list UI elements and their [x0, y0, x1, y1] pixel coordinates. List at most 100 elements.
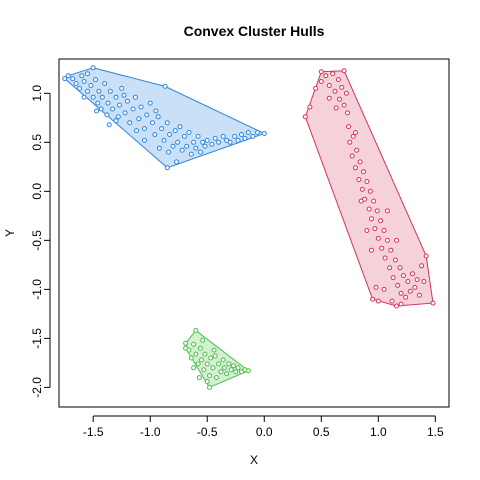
cluster-2-point-44 [384, 237, 390, 243]
cluster-1-point-21 [102, 81, 108, 86]
cluster-2-point-17 [339, 84, 345, 90]
cluster-2-point-34 [367, 188, 373, 194]
cluster-1-point-34 [132, 94, 138, 100]
cluster-1-point-31 [124, 98, 130, 104]
cluster-1-point-2 [90, 65, 96, 71]
cluster-1-point-44 [161, 137, 167, 143]
cluster-hull-1 [63, 67, 266, 169]
cluster-3-point-26 [226, 361, 232, 367]
cluster-1-point-78 [121, 92, 127, 98]
cluster-2-point-18 [341, 102, 347, 108]
cluster-1-point-76 [106, 122, 112, 128]
cluster-3-point-36 [211, 347, 217, 353]
cluster-1-point-10 [79, 73, 85, 79]
cluster-2-point-43 [382, 255, 388, 261]
x-tick-label: 1.0 [370, 425, 387, 439]
x-tick-label: -1.5 [83, 425, 104, 439]
cluster-2-point-25 [353, 165, 358, 171]
cluster-2-point-45 [387, 265, 393, 271]
cluster-2-point-14 [332, 88, 338, 94]
cluster-3-point-8 [191, 341, 197, 347]
cluster-3-point-14 [202, 351, 208, 357]
cluster-2-point-63 [381, 286, 387, 292]
cluster-3-point-2 [193, 328, 199, 333]
y-tick-label: -2.0 [30, 377, 44, 398]
cluster-1-point-80 [153, 108, 159, 114]
cluster-3-point-22 [218, 369, 224, 375]
cluster-2-point-1 [302, 114, 308, 120]
cluster-2-point-42 [381, 228, 387, 233]
cluster-3-point-30 [235, 365, 241, 371]
cluster-1-point-29 [119, 85, 125, 91]
cluster-1-point-57 [193, 145, 199, 151]
x-tick-label: 1.5 [427, 425, 444, 439]
cluster-2-point-62 [375, 298, 381, 304]
x-axis-label: X [250, 453, 258, 467]
cluster-2-point-38 [374, 208, 380, 214]
cluster-3-point-19 [212, 353, 218, 359]
cluster-3-point-32 [242, 367, 248, 373]
cluster-2-point-61 [421, 279, 427, 284]
cluster-2-point-26 [354, 147, 360, 153]
cluster-2-point-56 [410, 271, 415, 277]
cluster-3-point-7 [188, 355, 194, 361]
cluster-2-point-37 [372, 226, 378, 232]
cluster-1-point-6 [62, 76, 68, 82]
cluster-1-point-1 [65, 73, 71, 79]
cluster-3-point-4 [207, 384, 212, 390]
cluster-3-point-33 [196, 375, 202, 381]
cluster-1-point-54 [186, 130, 192, 135]
cluster-2-point-36 [371, 198, 377, 204]
cluster-1-point-85 [142, 137, 147, 143]
cluster-2-point-57 [412, 284, 418, 290]
cluster-2-point-7 [370, 296, 376, 302]
cluster-3-point-15 [204, 361, 210, 367]
x-tick-label: 0.5 [313, 425, 330, 439]
cluster-2-point-74 [394, 237, 399, 243]
cluster-1-point-38 [144, 112, 150, 118]
cluster-1-point-55 [188, 151, 194, 157]
y-tick-label: -0.5 [30, 230, 44, 251]
cluster-2-point-69 [353, 130, 358, 135]
cluster-2-point-6 [394, 303, 399, 309]
cluster-1-point-40 [150, 120, 155, 126]
cluster-2-point-48 [392, 257, 398, 263]
cluster-2-point-53 [403, 294, 409, 300]
cluster-3-point-28 [231, 363, 236, 369]
chart-title: Convex Cluster Hulls [184, 23, 325, 39]
cluster-1-point-56 [191, 139, 197, 145]
cluster-1-point-8 [73, 81, 79, 86]
x-axis: -1.5 -1.0 -0.5 0.0 0.5 1.0 1.5 [83, 415, 444, 439]
x-tick-label: -0.5 [197, 425, 218, 439]
cluster-3-point-25 [224, 371, 230, 377]
cluster-2-point-66 [373, 284, 379, 290]
cluster-1-point-58 [195, 133, 201, 139]
cluster-1-point-17 [95, 100, 101, 106]
cluster-1-point-37 [142, 126, 147, 132]
cluster-2-point-22 [347, 139, 353, 145]
cluster-1-point-46 [167, 132, 173, 137]
cluster-2-point-8 [307, 104, 313, 110]
cluster-2-point-29 [359, 186, 365, 192]
cluster-1-point-51 [179, 147, 185, 153]
cluster-1-point-81 [166, 149, 171, 155]
cluster-2-point-70 [333, 105, 339, 111]
cluster-2-point-67 [364, 228, 370, 233]
y-tick-label: -1.5 [30, 328, 44, 349]
cluster-2-point-3 [341, 68, 347, 74]
cluster-3-point-11 [197, 345, 203, 351]
y-tick-label: 0.5 [30, 134, 44, 151]
plot-frame [58, 58, 450, 408]
cluster-1-point-65 [216, 139, 222, 145]
cluster-1-point-35 [136, 116, 142, 122]
cluster-1-point-62 [204, 137, 210, 143]
cluster-1-point-23 [105, 100, 111, 106]
cluster-1-point-36 [138, 104, 144, 110]
cluster-1-point-33 [130, 106, 136, 112]
cluster-1-point-22 [104, 112, 110, 118]
cluster-1-point-50 [177, 124, 183, 130]
cluster-2-point-54 [405, 279, 411, 284]
cluster-1-point-86 [156, 145, 162, 151]
cluster-1-point-63 [209, 141, 215, 147]
cluster-1-point-60 [200, 139, 206, 145]
